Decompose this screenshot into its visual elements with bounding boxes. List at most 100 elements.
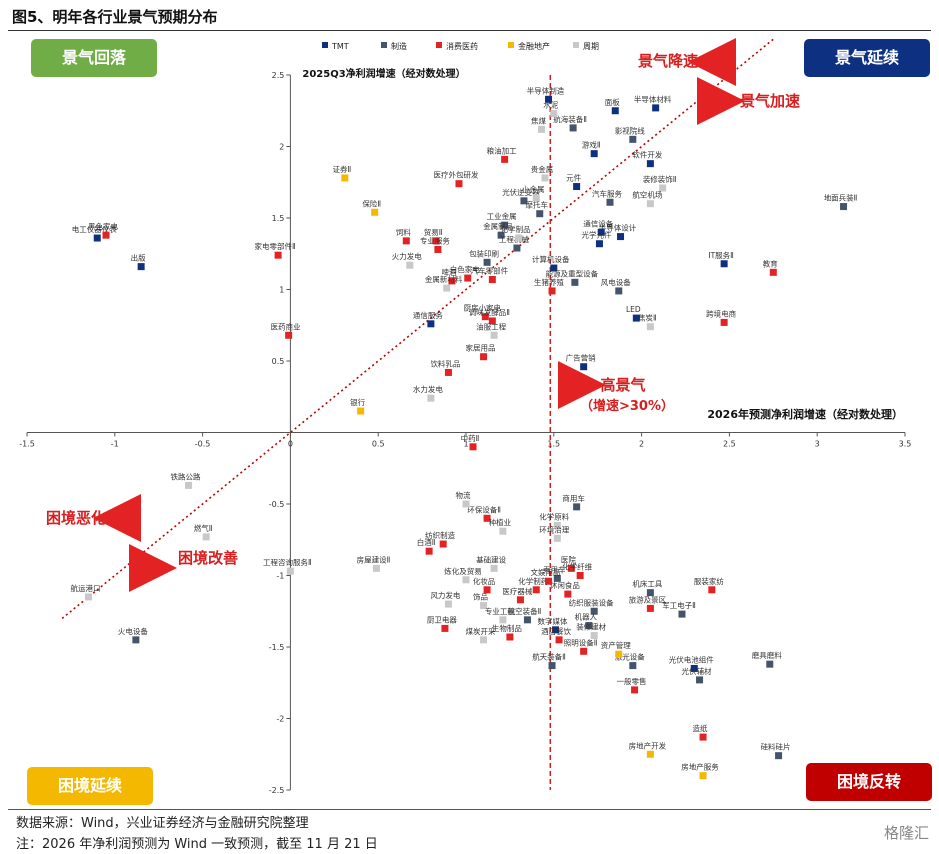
data-point bbox=[646, 604, 654, 612]
data-point bbox=[444, 600, 452, 608]
x-tick-label: 2 bbox=[639, 440, 644, 449]
data-point bbox=[532, 194, 540, 202]
footnote: 注：2026 年净利润预测为 Wind 一致预测，截至 11 月 21 日 bbox=[16, 837, 378, 852]
data-label: 激光设备 bbox=[615, 652, 645, 662]
data-point bbox=[548, 662, 556, 670]
x-tick-label: -1 bbox=[111, 440, 119, 449]
data-label: 化学制品 bbox=[501, 224, 531, 234]
data-point bbox=[550, 110, 558, 118]
data-point bbox=[720, 318, 728, 326]
data-point bbox=[483, 586, 491, 594]
data-point bbox=[541, 174, 549, 182]
data-point bbox=[659, 184, 667, 192]
y-tick-label: 2 bbox=[279, 143, 284, 152]
data-point bbox=[488, 317, 496, 325]
data-point bbox=[427, 394, 435, 402]
data-label: 光伏电池组件 bbox=[669, 654, 714, 664]
data-label: 休闲食品 bbox=[550, 580, 580, 590]
data-label: 房地产开发 bbox=[629, 740, 667, 750]
data-label: 火力发电 bbox=[392, 251, 422, 261]
data-label: 酒店餐饮 bbox=[541, 626, 571, 636]
legend-swatch bbox=[322, 42, 328, 48]
data-label: 水力发电 bbox=[413, 384, 443, 394]
data-label: 水泥 bbox=[543, 100, 558, 110]
y-tick-label: 1 bbox=[279, 286, 284, 295]
data-label: 贸易Ⅱ bbox=[424, 227, 443, 237]
data-point bbox=[516, 596, 524, 604]
data-point bbox=[443, 284, 451, 292]
data-point bbox=[611, 107, 619, 115]
data-point bbox=[840, 203, 848, 211]
bottom-rule bbox=[8, 809, 931, 810]
data-point bbox=[538, 125, 546, 133]
data-label: 证券Ⅱ bbox=[332, 164, 351, 174]
data-point bbox=[427, 320, 435, 328]
data-point bbox=[274, 251, 282, 259]
data-label: 煤炭开采 bbox=[466, 626, 496, 636]
data-point bbox=[775, 752, 783, 760]
data-label: 出版 bbox=[131, 253, 146, 263]
legend-swatch bbox=[436, 42, 442, 48]
data-label: 风力发电 bbox=[430, 590, 460, 600]
data-label: 半导体材料 bbox=[634, 94, 672, 104]
top-rule bbox=[8, 30, 931, 31]
data-label: 粮油加工 bbox=[487, 145, 517, 155]
source-note: 数据来源：Wind，兴业证券经济与金融研究院整理 bbox=[16, 816, 309, 831]
data-label: 纺织制造 bbox=[425, 530, 455, 540]
data-point bbox=[585, 622, 593, 630]
data-label: 文娱用品 bbox=[531, 567, 561, 577]
data-label: 机器人 bbox=[575, 612, 598, 622]
figure-title: 图5、明年各行业景气预期分布 bbox=[12, 8, 218, 26]
data-point bbox=[402, 237, 410, 245]
annotation-high-sub: （增速>30%） bbox=[580, 398, 674, 414]
data-label: 游戏Ⅱ bbox=[582, 140, 601, 150]
data-label: 机床工具 bbox=[632, 579, 662, 589]
data-label: 医疗外包研发 bbox=[433, 170, 478, 180]
data-label: 白酒Ⅱ bbox=[417, 537, 436, 547]
data-label: 装修建材 bbox=[576, 622, 606, 632]
quadrant-label-top-right: 景气延续 bbox=[804, 39, 930, 77]
data-label: 工程咨询服务Ⅱ bbox=[263, 557, 312, 567]
data-label: 医药商业 bbox=[271, 321, 301, 331]
data-label: 商用车 bbox=[562, 493, 585, 503]
y-tick-label: -2 bbox=[276, 715, 284, 724]
data-label: 能源及重型设备 bbox=[546, 268, 599, 278]
data-label: 一般零售 bbox=[617, 676, 647, 686]
data-point bbox=[406, 261, 414, 269]
data-point bbox=[580, 647, 588, 655]
data-point bbox=[678, 610, 686, 618]
data-point bbox=[285, 331, 293, 339]
data-label: 摩托车 bbox=[526, 200, 549, 210]
data-point bbox=[646, 589, 654, 597]
data-label: 专业工程 bbox=[485, 606, 515, 616]
data-label: 航天装备Ⅱ bbox=[532, 652, 566, 662]
data-point bbox=[569, 124, 577, 132]
data-point bbox=[766, 660, 774, 668]
data-point bbox=[652, 104, 660, 112]
data-label: 汽车零部件 bbox=[471, 265, 509, 275]
data-label: 工业金属 bbox=[487, 211, 517, 221]
data-label: 乘用车 bbox=[543, 564, 566, 574]
data-point bbox=[480, 353, 488, 361]
data-point bbox=[93, 234, 101, 242]
data-label: 基础建设 bbox=[476, 554, 506, 564]
legend-swatch bbox=[508, 42, 514, 48]
data-label: 炼化及贸易 bbox=[444, 566, 482, 576]
data-label: 半导体制造 bbox=[527, 85, 565, 95]
data-label: 医疗器械 bbox=[502, 586, 532, 596]
x-tick-label: 0 bbox=[288, 440, 293, 449]
data-point bbox=[490, 564, 498, 572]
data-label: 光学元件 bbox=[581, 230, 611, 240]
data-point bbox=[553, 521, 561, 529]
data-label: 贵金属 bbox=[531, 164, 554, 174]
legend-label: TMT bbox=[331, 42, 349, 51]
data-label: 风电设备 bbox=[601, 277, 631, 287]
data-point bbox=[548, 287, 556, 295]
data-label: 金属新材料 bbox=[425, 274, 463, 284]
quadrant-label-bottom-left: 困境延续 bbox=[27, 767, 153, 805]
data-point bbox=[483, 514, 491, 522]
data-point bbox=[371, 208, 379, 216]
